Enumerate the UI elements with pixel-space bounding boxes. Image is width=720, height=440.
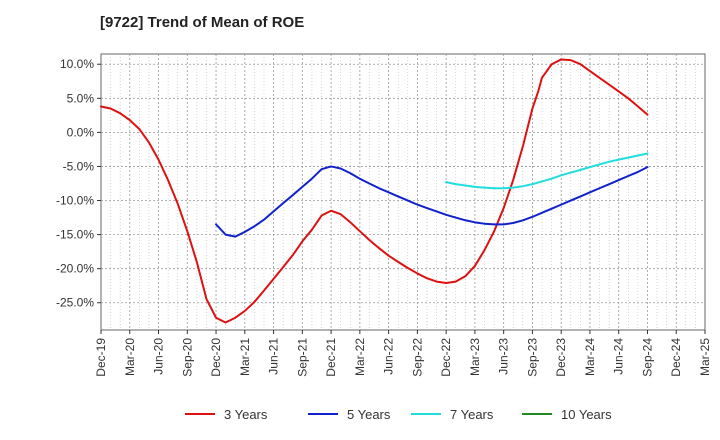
y-tick-label: -20.0% bbox=[56, 262, 94, 276]
y-tick-label: 10.0% bbox=[60, 57, 94, 71]
x-tick-label: Sep-24 bbox=[640, 338, 654, 377]
y-tick-label: -5.0% bbox=[63, 159, 95, 173]
x-tick-label: Dec-23 bbox=[554, 338, 568, 377]
legend-label: 5 Years bbox=[347, 407, 391, 422]
x-tick-label: Sep-23 bbox=[525, 338, 539, 377]
chart-title: [9722] Trend of Mean of ROE bbox=[100, 14, 305, 31]
y-tick-label: -15.0% bbox=[56, 228, 94, 242]
x-tick-label: Mar-23 bbox=[468, 338, 482, 376]
x-tick-label: Dec-20 bbox=[209, 338, 223, 377]
x-tick-label: Sep-22 bbox=[410, 338, 424, 377]
x-tick-label: Mar-20 bbox=[123, 338, 137, 376]
x-tick-label: Jun-20 bbox=[152, 338, 166, 375]
series-layer bbox=[100, 58, 649, 324]
x-tick-label: Dec-19 bbox=[94, 338, 108, 377]
x-tick-label: Mar-25 bbox=[698, 338, 712, 376]
legend-label: 10 Years bbox=[561, 407, 612, 422]
x-tick-label: Jun-24 bbox=[612, 338, 626, 375]
y-tick-label: -25.0% bbox=[56, 296, 94, 310]
x-tick-label: Sep-20 bbox=[180, 338, 194, 377]
y-tick-label: 0.0% bbox=[67, 125, 95, 139]
x-tick-label: Dec-24 bbox=[669, 338, 683, 377]
series-line-3-years bbox=[100, 58, 649, 324]
x-tick-label: Sep-21 bbox=[295, 338, 309, 377]
x-tick-label: Dec-21 bbox=[324, 338, 338, 377]
y-axis-ticks: 10.0% 5.0% 0.0% -5.0% -10.0% -15.0% -20.0% -25.… bbox=[56, 57, 101, 310]
y-tick-label: 5.0% bbox=[67, 91, 95, 105]
legend-label: 3 Years bbox=[224, 407, 268, 422]
y-tick-label: -10.0% bbox=[56, 194, 94, 208]
x-tick-label: Mar-24 bbox=[583, 338, 597, 376]
x-tick-label: Jun-23 bbox=[497, 338, 511, 375]
series-line-5-years bbox=[215, 165, 649, 238]
legend: 3 Years 5 Years 7 Years 10 Years bbox=[185, 407, 612, 422]
legend-label: 7 Years bbox=[450, 407, 494, 422]
x-tick-label: Dec-22 bbox=[439, 338, 453, 377]
x-tick-label: Jun-21 bbox=[267, 338, 281, 375]
x-tick-label: Jun-22 bbox=[382, 338, 396, 375]
x-tick-label: Mar-21 bbox=[238, 338, 252, 376]
x-axis-ticks: Dec-19 Mar-20 Jun-20 Sep-20 Dec-20 Mar-21 Jun-… bbox=[94, 330, 712, 377]
plot-area bbox=[100, 53, 706, 331]
series-line-7-years bbox=[445, 152, 649, 190]
x-tick-label: Mar-22 bbox=[353, 338, 367, 376]
